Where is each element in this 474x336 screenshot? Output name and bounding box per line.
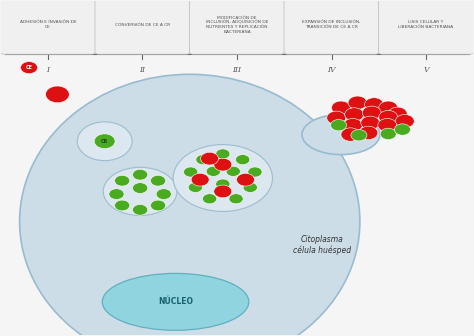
Circle shape — [229, 194, 243, 204]
Circle shape — [330, 120, 346, 131]
Circle shape — [388, 107, 407, 121]
Circle shape — [206, 166, 220, 176]
Circle shape — [343, 119, 362, 132]
Circle shape — [361, 116, 380, 129]
Ellipse shape — [103, 167, 177, 215]
Circle shape — [183, 167, 198, 177]
Circle shape — [395, 115, 414, 128]
Circle shape — [109, 189, 124, 200]
Circle shape — [327, 111, 346, 125]
Text: III: III — [233, 66, 241, 74]
Text: V: V — [423, 66, 429, 74]
Circle shape — [394, 124, 410, 135]
Circle shape — [380, 128, 396, 139]
Circle shape — [94, 134, 115, 149]
Circle shape — [196, 155, 210, 165]
Circle shape — [115, 200, 130, 211]
Circle shape — [151, 200, 165, 211]
Text: EXPANSIÓN DE INCLUSIÓN,
TRANSICIÓN DE CE A CR: EXPANSIÓN DE INCLUSIÓN, TRANSICIÓN DE CE… — [302, 20, 361, 29]
Text: LISIS CELULAR Y
LIBERACIÓN BACTERIANA: LISIS CELULAR Y LIBERACIÓN BACTERIANA — [399, 20, 454, 29]
Circle shape — [20, 61, 37, 74]
Circle shape — [133, 205, 148, 215]
Circle shape — [248, 167, 262, 177]
Circle shape — [243, 182, 257, 193]
Circle shape — [379, 111, 398, 124]
Ellipse shape — [302, 115, 380, 155]
Text: IV: IV — [327, 66, 336, 74]
Circle shape — [46, 86, 69, 103]
Circle shape — [348, 96, 367, 110]
Circle shape — [236, 155, 250, 165]
FancyBboxPatch shape — [284, 0, 379, 54]
FancyBboxPatch shape — [95, 0, 190, 54]
Ellipse shape — [19, 74, 360, 336]
Text: MODIFICACIÓN DE
INCLUSIÓN, ADQUISICIÓN DE
NUTRIENTES Y REPLICACIÓN
BACTERIANA: MODIFICACIÓN DE INCLUSIÓN, ADQUISICIÓN D… — [206, 16, 268, 34]
Circle shape — [133, 183, 148, 194]
Text: CE: CE — [26, 65, 33, 70]
Circle shape — [191, 173, 209, 186]
Ellipse shape — [77, 122, 132, 161]
Circle shape — [188, 182, 202, 193]
FancyBboxPatch shape — [379, 0, 474, 54]
Ellipse shape — [173, 144, 273, 211]
Circle shape — [156, 189, 171, 200]
Circle shape — [351, 129, 367, 141]
Circle shape — [378, 119, 397, 132]
Circle shape — [365, 98, 383, 111]
Circle shape — [201, 152, 219, 165]
Circle shape — [359, 126, 378, 139]
Text: II: II — [139, 66, 146, 74]
Circle shape — [216, 179, 230, 189]
Circle shape — [226, 166, 240, 176]
Circle shape — [345, 108, 364, 121]
Ellipse shape — [102, 274, 249, 330]
Circle shape — [331, 101, 350, 115]
Circle shape — [133, 169, 148, 180]
Circle shape — [216, 149, 230, 159]
Circle shape — [379, 101, 398, 115]
Circle shape — [362, 106, 381, 120]
Circle shape — [341, 128, 360, 141]
Circle shape — [214, 158, 232, 171]
Text: CR: CR — [101, 139, 108, 144]
FancyBboxPatch shape — [0, 0, 95, 54]
Circle shape — [237, 173, 255, 186]
Text: Citoplasma
célula huésped: Citoplasma célula huésped — [293, 235, 351, 255]
FancyBboxPatch shape — [190, 0, 284, 54]
Text: ADHESIÓN E INVASIÓN DE
CE: ADHESIÓN E INVASIÓN DE CE — [19, 20, 76, 29]
Text: NÚCLEO: NÚCLEO — [158, 297, 193, 306]
Text: CONVERSIÓN DE CE A CR: CONVERSIÓN DE CE A CR — [115, 23, 170, 27]
Circle shape — [202, 194, 217, 204]
Circle shape — [214, 185, 232, 198]
Text: I: I — [46, 66, 49, 74]
Circle shape — [115, 175, 130, 186]
Circle shape — [151, 175, 165, 186]
